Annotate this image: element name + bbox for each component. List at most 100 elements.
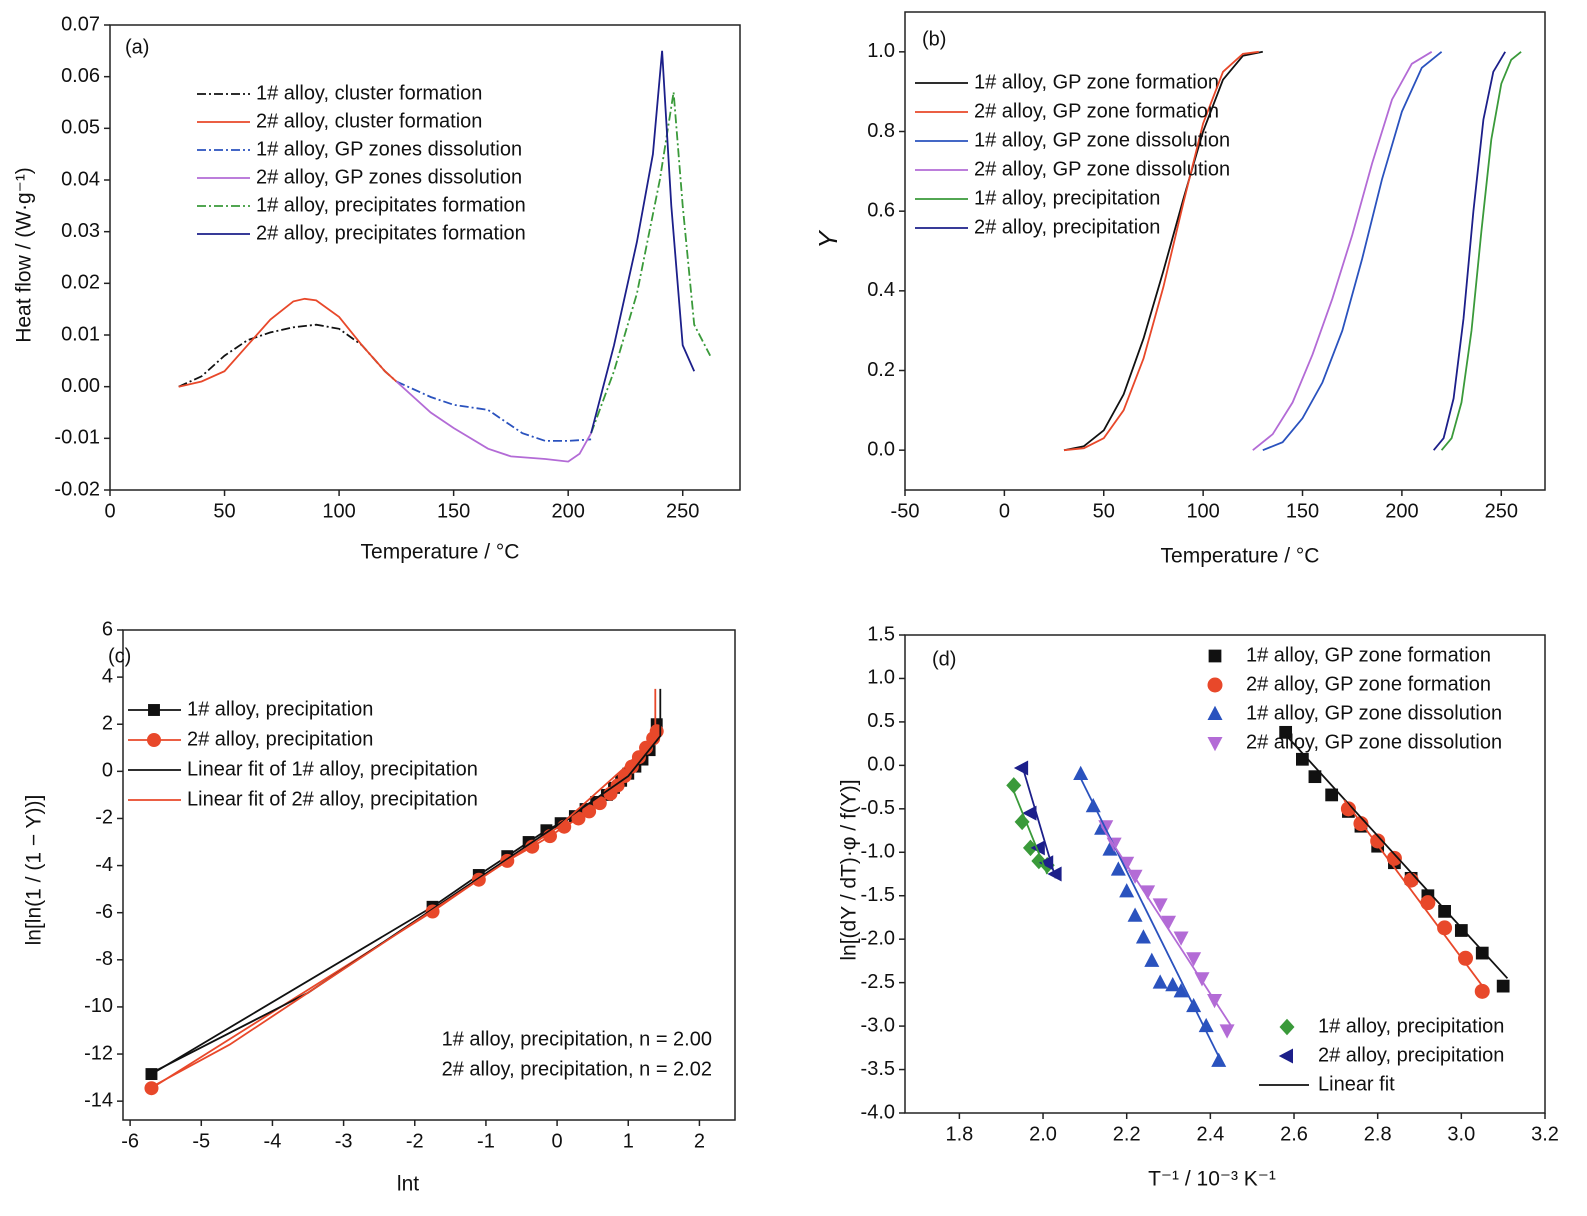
marker (1014, 813, 1030, 831)
x-tick-label: 250 (1485, 500, 1518, 522)
series-line (1440, 51, 1522, 451)
series-line (1433, 51, 1506, 451)
marker (1496, 979, 1510, 993)
series-line (1079, 777, 1220, 1057)
marker (1437, 920, 1453, 936)
marker (1022, 805, 1037, 821)
x-tick-label: 0 (552, 1130, 563, 1152)
legend-label: 2# alloy, precipitation (1318, 1044, 1504, 1066)
y-tick-label: 1.5 (867, 623, 895, 645)
x-tick-label: 100 (322, 500, 355, 522)
y-tick-label: 0.04 (61, 168, 100, 190)
marker (1152, 898, 1168, 913)
legend-label: 2# alloy, GP zones dissolution (256, 166, 522, 188)
y-tick-label: -2.5 (861, 971, 895, 993)
x-tick-label: 3.2 (1531, 1123, 1559, 1145)
marker (1152, 974, 1168, 989)
y-tick-label: 0 (102, 760, 113, 782)
legend-label: 1# alloy, GP zone formation (1246, 644, 1491, 666)
x-tick-label: -2 (406, 1130, 424, 1152)
marker (1278, 1048, 1293, 1064)
y-tick-label: -0.5 (861, 797, 895, 819)
y-tick-label: 1.0 (867, 667, 895, 689)
y-axis-label: ln[(dY / dT)·φ / f(Y)] (838, 779, 861, 960)
legend-label: 1# alloy, GP zone dissolution (974, 129, 1230, 151)
marker (1325, 788, 1339, 802)
legend-label: Linear fit (1318, 1073, 1395, 1095)
series-line (590, 50, 696, 434)
y-tick-label: -14 (84, 1089, 113, 1111)
marker (1207, 677, 1223, 693)
marker (1474, 983, 1490, 999)
legend-label: 1# alloy, precipitation (1318, 1015, 1504, 1037)
series-line (1021, 765, 1057, 879)
y-tick-label: 0.5 (867, 710, 895, 732)
legend-label: 2# alloy, GP zone dissolution (974, 158, 1230, 180)
x-tick-label: 150 (1286, 500, 1319, 522)
series-line (590, 92, 711, 434)
marker (1013, 760, 1029, 776)
y-tick-label: -3.5 (861, 1058, 895, 1080)
series-line (1100, 825, 1233, 1027)
y-tick-label: 0.07 (61, 13, 100, 35)
panel-label: (c) (108, 645, 131, 667)
legend-label: 2# alloy, cluster formation (256, 110, 482, 132)
y-tick-label: -10 (84, 995, 113, 1017)
y-tick-label: 0.05 (61, 117, 100, 139)
series-line (1262, 51, 1443, 452)
legend-label: 1# alloy, GP zone formation (974, 71, 1219, 93)
marker (1438, 904, 1451, 918)
marker (1340, 801, 1356, 817)
marker (1219, 1024, 1235, 1039)
marker (571, 811, 586, 826)
legend-label: 1# alloy, cluster formation (256, 82, 482, 104)
x-tick-label: 50 (213, 500, 235, 522)
legend-label: 2# alloy, precipitation (974, 216, 1160, 238)
marker (1161, 915, 1177, 931)
x-tick-label: -1 (477, 1130, 495, 1152)
marker (1165, 976, 1181, 992)
marker (147, 733, 161, 747)
y-axis-label: ln[ln(1 / (1 − Y))] (23, 795, 46, 946)
y-tick-label: -2 (95, 807, 113, 829)
marker (1127, 907, 1143, 922)
marker (592, 796, 607, 811)
y-tick-label: -4 (95, 854, 113, 876)
x-tick-label: 200 (1385, 500, 1418, 522)
marker (582, 804, 597, 819)
y-tick-label: 0.01 (61, 323, 100, 345)
marker (1308, 770, 1322, 784)
x-tick-label: 100 (1186, 500, 1219, 522)
x-tick-label: 2.0 (1029, 1123, 1057, 1145)
legend-label: Linear fit of 1# alloy, precipitation (187, 758, 478, 780)
marker (1140, 885, 1156, 900)
marker (1207, 737, 1223, 752)
legend-label: 1# alloy, precipitation (187, 698, 373, 720)
legend-label: 2# alloy, precipitation (187, 728, 373, 750)
marker (1403, 872, 1419, 888)
y-tick-label: -0.02 (54, 478, 100, 500)
x-tick-label: -50 (891, 500, 920, 522)
y-tick-label: 0.4 (867, 279, 895, 301)
y-tick-label: -12 (84, 1042, 113, 1064)
x-tick-label: -4 (264, 1130, 282, 1152)
series-line (1063, 50, 1259, 452)
y-tick-label: 4 (102, 665, 113, 687)
series-line (395, 380, 592, 463)
marker (1207, 705, 1223, 720)
y-tick-label: 0.6 (867, 199, 895, 221)
y-tick-label: 0.2 (867, 359, 895, 381)
series-line (1252, 51, 1433, 451)
y-tick-label: -1.0 (861, 841, 895, 863)
legend-label: 2# alloy, GP zone formation (1246, 673, 1491, 695)
x-tick-label: 150 (437, 500, 470, 522)
y-tick-label: -8 (95, 948, 113, 970)
marker (1173, 931, 1189, 946)
series-line (1285, 734, 1509, 979)
y-tick-label: 1.0 (867, 40, 895, 62)
x-tick-label: -3 (335, 1130, 353, 1152)
marker (1458, 950, 1474, 966)
marker (1135, 929, 1151, 944)
marker (1030, 840, 1045, 856)
